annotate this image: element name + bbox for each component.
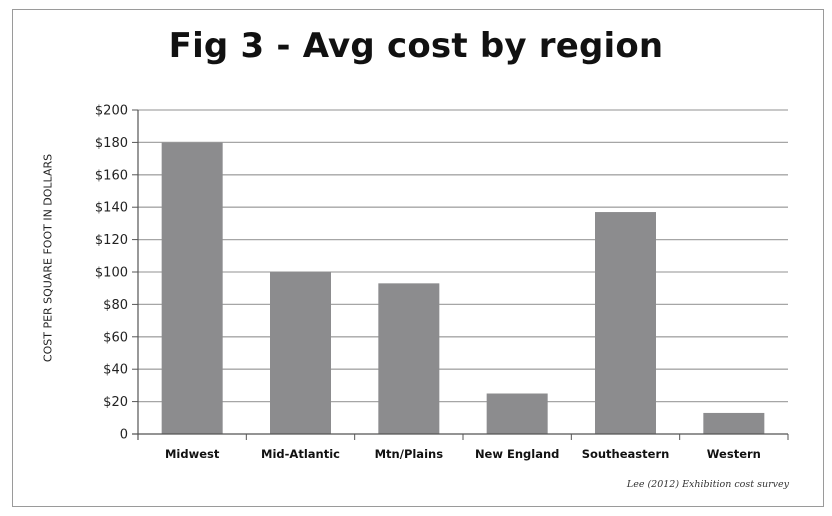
- bars: [161, 142, 765, 434]
- x-category-labels: Midwest Mid-Atlantic Mtn/Plains New England…: [165, 447, 761, 461]
- x-category-label: Midwest: [165, 447, 220, 461]
- chart-title: Fig 3 - Avg cost by region: [168, 26, 664, 66]
- gridlines: [138, 109, 788, 403]
- y-tick-label: $160: [95, 168, 128, 183]
- bar-midwest: [161, 142, 223, 434]
- x-category-label: Mid-Atlantic: [261, 447, 340, 461]
- y-tick-label: $140: [95, 201, 128, 216]
- y-tick-label: $100: [95, 266, 128, 281]
- x-category-label: Mtn/Plains: [375, 447, 444, 461]
- y-tick-label: $60: [103, 330, 128, 345]
- y-tick-label: $120: [95, 233, 128, 248]
- x-category-label: New England: [475, 447, 559, 461]
- y-tick-label: $80: [103, 298, 128, 313]
- y-tick-label: $40: [103, 363, 128, 378]
- bar-western: [703, 412, 765, 434]
- source-note: Lee (2012) Exhibition cost survey: [626, 479, 789, 490]
- bar-new-england: [486, 393, 548, 434]
- x-category-label: Western: [707, 447, 761, 461]
- y-tick-label: $180: [95, 136, 128, 151]
- y-tick-label: 0: [120, 428, 128, 443]
- bar-mtn-plains: [378, 283, 440, 434]
- axes: [132, 109, 789, 440]
- y-tick-label: $200: [95, 104, 128, 119]
- bar-southeastern: [595, 212, 656, 434]
- bar-mid-atlantic: [270, 272, 331, 434]
- x-category-label: Southeastern: [582, 447, 670, 461]
- y-tick-labels: 0 $20 $40 $60 $80 $100 $120 $140 $160 $180 $200: [95, 104, 128, 443]
- y-tick-label: $20: [103, 395, 128, 410]
